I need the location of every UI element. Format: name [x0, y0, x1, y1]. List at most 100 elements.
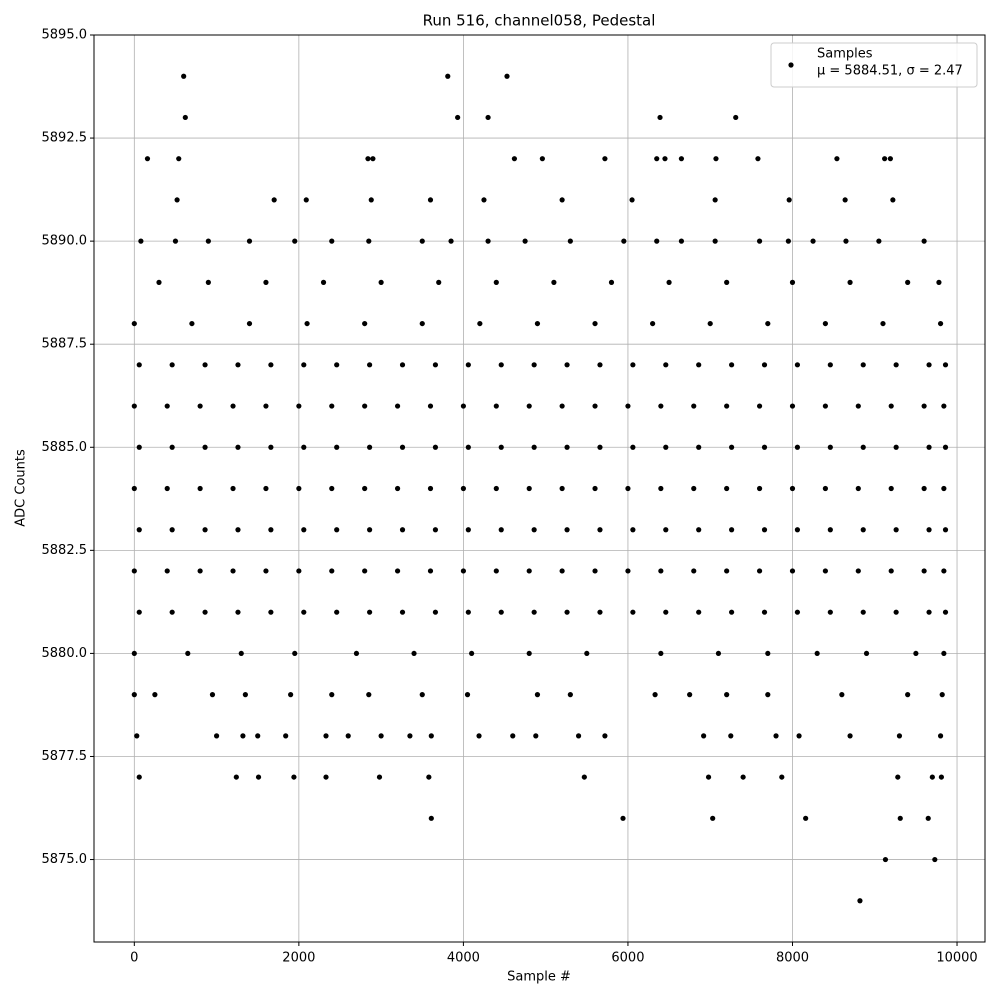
point [932, 856, 938, 863]
point [511, 156, 518, 162]
point [696, 362, 702, 368]
point [843, 238, 849, 244]
point [705, 774, 712, 780]
point [839, 692, 845, 698]
point [564, 362, 570, 368]
point [288, 692, 294, 698]
point [728, 733, 734, 739]
point [658, 650, 664, 657]
point [905, 692, 911, 698]
point [941, 650, 947, 657]
point [419, 320, 425, 327]
point [213, 733, 220, 739]
point [621, 238, 627, 244]
point [368, 197, 374, 203]
point [329, 485, 335, 492]
point [941, 568, 947, 574]
point [663, 444, 669, 450]
point [926, 362, 932, 368]
point [663, 362, 669, 368]
point [724, 279, 730, 285]
point [138, 238, 144, 244]
point [362, 568, 368, 574]
point [531, 444, 537, 450]
point [785, 238, 791, 244]
point [789, 485, 796, 492]
point [761, 444, 768, 450]
point [197, 568, 203, 574]
point [559, 197, 565, 203]
point [929, 774, 935, 780]
point [255, 774, 262, 780]
point [526, 485, 532, 492]
point [362, 320, 368, 327]
point [926, 444, 932, 450]
point [733, 114, 739, 121]
point [756, 403, 763, 409]
point [756, 568, 763, 574]
point [822, 403, 828, 409]
point [592, 320, 598, 327]
legend-note: μ = 5884.51, σ = 2.47 [817, 64, 963, 79]
point [531, 609, 537, 615]
chart-title: Run 516, channel058, Pedestal [423, 12, 656, 30]
point [710, 815, 716, 821]
y-tick-label: 5877.5 [42, 749, 88, 764]
point [893, 609, 899, 615]
point [888, 403, 894, 409]
point [786, 197, 792, 203]
point [942, 609, 949, 615]
point [905, 279, 911, 285]
point [172, 238, 179, 244]
point [925, 815, 931, 821]
point [896, 733, 903, 739]
point [205, 279, 211, 285]
point [662, 156, 668, 162]
point [304, 320, 310, 327]
point [855, 403, 861, 409]
point [235, 609, 241, 615]
plot-frame [93, 34, 986, 943]
point [592, 403, 598, 409]
point [411, 650, 417, 657]
point [271, 197, 277, 203]
point [230, 485, 236, 492]
point [657, 114, 663, 121]
point [303, 197, 309, 203]
point [394, 568, 401, 574]
point [863, 650, 870, 657]
point [378, 733, 384, 739]
point [477, 320, 483, 327]
point [432, 609, 439, 615]
point [169, 444, 175, 450]
point [531, 362, 537, 368]
point [230, 568, 236, 574]
point [522, 238, 528, 244]
point [427, 485, 434, 492]
point [301, 362, 307, 368]
point [564, 444, 570, 450]
point [765, 320, 771, 327]
point [921, 403, 927, 409]
point [936, 279, 942, 285]
point [131, 650, 137, 657]
point [323, 774, 329, 780]
point [197, 403, 203, 409]
point [691, 485, 697, 492]
point [176, 156, 182, 162]
point [887, 156, 893, 162]
point [663, 609, 669, 615]
point [712, 238, 718, 244]
point [847, 279, 853, 285]
point [268, 527, 274, 533]
y-tick-label: 5890.0 [42, 234, 88, 249]
point [464, 692, 471, 698]
point [131, 403, 137, 409]
point [399, 444, 406, 450]
point [857, 898, 863, 904]
point [526, 650, 532, 657]
point [756, 485, 763, 492]
point [625, 568, 631, 574]
point [696, 527, 702, 533]
point [469, 650, 475, 657]
